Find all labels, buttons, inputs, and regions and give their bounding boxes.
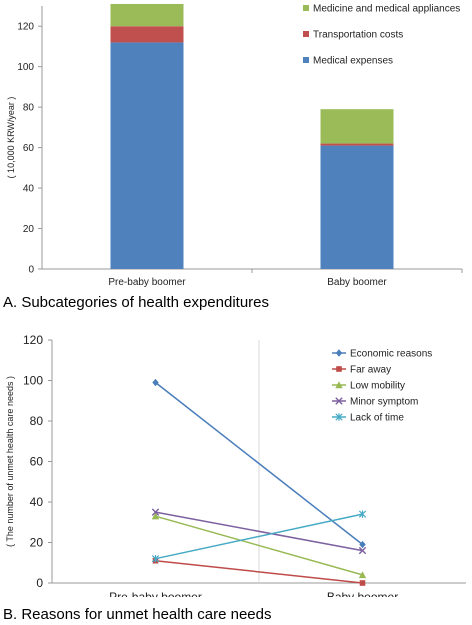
y-tick-label: 100 <box>17 62 34 73</box>
legend-marker-economic-reasons <box>335 349 343 357</box>
y-axis-label: ( 10,000 KRW/year ) <box>6 97 16 179</box>
y-tick-label: 80 <box>30 414 44 428</box>
legend-marker-far-away <box>336 366 342 372</box>
legend-swatch-medicine-and-medical-appliances <box>303 5 309 11</box>
legend-label-minor-symptom: Minor symptom <box>350 397 418 408</box>
y-tick-label: 0 <box>36 576 43 590</box>
legend-marker-minor-symptom <box>335 397 343 405</box>
y-tick-label: 40 <box>23 184 35 195</box>
legend-label-lack-of-time: Lack of time <box>350 413 404 424</box>
legend-swatch-transportation-costs <box>303 31 309 37</box>
bar-medicine-and-medical-appliances-pre-baby-boomer <box>110 3 184 27</box>
bar-medical-expenses-baby-boomer <box>320 145 394 269</box>
chart-b-svg: 0 20 40 60 80 100 120 ( The number of unmet hea… <box>5 333 466 597</box>
y-tick-label: 60 <box>30 455 44 469</box>
point-minor-symptom-pre-baby-boomer <box>151 508 160 516</box>
line-economic-reasons <box>155 381 363 546</box>
legend-marker-low-mobility <box>335 381 343 389</box>
y-tick-label: 0 <box>28 265 34 276</box>
line-minor-symptom <box>155 511 363 552</box>
y-tick-label: 40 <box>30 495 44 509</box>
y-tick-label: 20 <box>23 224 35 235</box>
bar-transportation-costs-baby-boomer <box>320 143 394 146</box>
point-minor-symptom-baby-boomer <box>358 546 367 555</box>
chart-unmet-needs: 0 20 40 60 80 100 120 ( The number of unmet hea… <box>0 325 472 597</box>
line-far-away <box>155 559 363 584</box>
legend-marker-lack-of-time <box>335 413 343 421</box>
y-tick-label: 120 <box>23 333 43 347</box>
bar-medicine-and-medical-appliances-baby-boomer <box>320 109 394 144</box>
chart-b-caption: B. Reasons for unmet health care needs <box>3 606 272 623</box>
point-lack-of-time-pre-baby-boomer <box>151 555 160 563</box>
x-tick-label: Baby boomer <box>327 590 398 597</box>
legend-label-economic-reasons: Economic reasons <box>350 349 432 360</box>
chart-a-caption: A. Subcategories of health expenditures <box>3 294 270 311</box>
point-low-mobility-pre-baby-boomer <box>151 512 160 520</box>
y-tick-label: 80 <box>23 103 35 114</box>
line-lack-of-time <box>155 513 363 560</box>
point-far-away-baby-boomer <box>359 580 366 586</box>
x-tick-label: Pre-baby boomer <box>108 277 186 288</box>
bar-medical-expenses-pre-baby-boomer <box>110 42 184 269</box>
y-tick-label: 100 <box>23 374 43 388</box>
legend-label-medical-expenses: Medical expenses <box>313 56 393 67</box>
legend-label-low-mobility: Low mobility <box>350 381 405 392</box>
y-tick-label: 120 <box>17 22 34 33</box>
legend-label-transportation-costs: Transportation costs <box>313 30 403 41</box>
chart-a-svg: 0 20 40 60 80 100 120 ( 10,000 KRW/year ) Pre-ba… <box>6 3 463 288</box>
y-tick-label: 60 <box>23 143 35 154</box>
line-low-mobility <box>155 515 363 576</box>
y-tick-label: 20 <box>30 536 44 550</box>
point-lack-of-time-baby-boomer <box>358 510 367 518</box>
point-economic-reasons-pre-baby-boomer <box>152 378 159 387</box>
x-tick-label: Baby boomer <box>327 277 387 288</box>
y-axis-label: ( The number of unmet health care needs … <box>5 376 15 547</box>
bar-transportation-costs-pre-baby-boomer <box>110 26 184 43</box>
x-tick-label: Pre-baby boomer <box>109 590 202 597</box>
legend-label-far-away: Far away <box>350 365 391 376</box>
chart-health-expenditures: 0 20 40 60 80 100 120 ( 10,000 KRW/year ) Pre-ba… <box>0 0 472 290</box>
legend-swatch-medical-expenses <box>303 57 309 63</box>
point-low-mobility-baby-boomer <box>358 571 367 579</box>
legend-label-medicine-and-medical-appliances: Medicine and medical appliances <box>313 4 460 15</box>
